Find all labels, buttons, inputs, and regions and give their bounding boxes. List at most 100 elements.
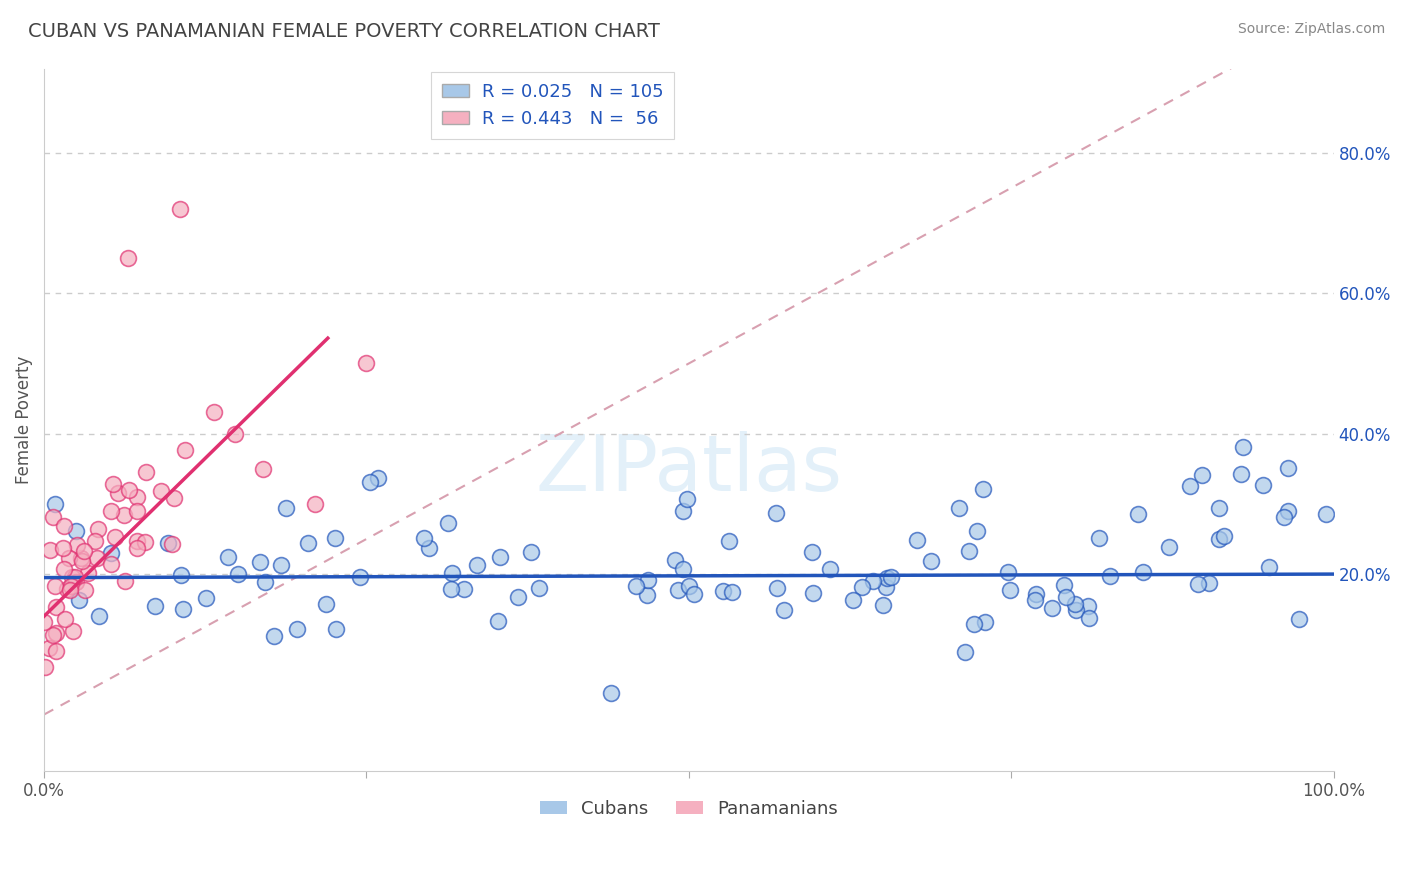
Point [879, 570, 901, 584]
Point [32, 615, 55, 629]
Point [467, 558, 489, 572]
Point [418, 541, 440, 556]
Point [252, 462, 274, 476]
Point [56, 582, 79, 597]
Point [103, 476, 125, 491]
Point [1178, 479, 1201, 493]
Point [1288, 611, 1310, 625]
Point [963, 616, 986, 631]
Point [626, 578, 648, 592]
Point [486, 614, 509, 628]
Point [59, 582, 82, 597]
Point [60, 570, 83, 584]
Point [323, 531, 346, 545]
Point [676, 491, 699, 506]
Point [772, 603, 794, 617]
Point [1230, 467, 1253, 481]
Point [1213, 529, 1236, 543]
Point [44, 579, 66, 593]
Point [315, 598, 337, 612]
Point [851, 581, 873, 595]
Point [100, 546, 122, 560]
Point [356, 356, 378, 370]
Point [998, 583, 1021, 598]
Point [801, 585, 824, 599]
Point [974, 615, 997, 629]
Point [1258, 560, 1281, 574]
Point [53, 612, 76, 626]
Point [118, 483, 141, 497]
Point [77, 566, 100, 581]
Point [1198, 575, 1220, 590]
Point [672, 504, 695, 518]
Point [636, 588, 658, 602]
Point [600, 686, 623, 700]
Point [226, 566, 249, 581]
Point [143, 599, 166, 613]
Point [107, 486, 129, 500]
Point [83, 534, 105, 549]
Point [1277, 504, 1299, 518]
Point [125, 504, 148, 518]
Point [666, 583, 689, 598]
Point [72, 543, 94, 558]
Point [957, 544, 980, 558]
Point [249, 555, 271, 569]
Point [841, 593, 863, 607]
Point [678, 579, 700, 593]
Point [875, 580, 897, 594]
Point [112, 508, 135, 522]
Point [440, 582, 463, 596]
Point [38, 641, 60, 656]
Point [34, 660, 56, 674]
Point [1277, 461, 1299, 475]
Point [195, 591, 218, 605]
Point [637, 573, 659, 587]
Point [65, 574, 87, 589]
Point [997, 565, 1019, 579]
Point [1077, 599, 1099, 613]
Point [125, 491, 148, 505]
Point [672, 562, 695, 576]
Point [1232, 440, 1254, 454]
Point [1208, 532, 1230, 546]
Point [359, 475, 381, 489]
Point [135, 465, 157, 479]
Point [41, 510, 63, 524]
Point [160, 537, 183, 551]
Point [664, 553, 686, 567]
Point [125, 541, 148, 555]
Point [170, 567, 193, 582]
Point [65, 524, 87, 538]
Point [156, 536, 179, 550]
Point [67, 593, 90, 607]
Point [75, 582, 97, 597]
Point [87, 522, 110, 536]
Point [948, 500, 970, 515]
Point [966, 524, 988, 538]
Point [217, 549, 239, 564]
Point [1251, 478, 1274, 492]
Point [506, 590, 529, 604]
Point [70, 554, 93, 568]
Point [441, 566, 464, 580]
Point [297, 536, 319, 550]
Point [125, 534, 148, 549]
Point [1187, 577, 1209, 591]
Point [285, 622, 308, 636]
Point [718, 534, 741, 549]
Point [86, 551, 108, 566]
Point [304, 497, 326, 511]
Point [765, 506, 787, 520]
Point [270, 558, 292, 572]
Y-axis label: Female Poverty: Female Poverty [15, 355, 32, 483]
Point [1024, 592, 1046, 607]
Point [169, 202, 191, 216]
Point [253, 574, 276, 589]
Point [1098, 568, 1121, 582]
Point [367, 471, 389, 485]
Point [1040, 600, 1063, 615]
Point [134, 534, 156, 549]
Point [818, 561, 841, 575]
Point [1024, 587, 1046, 601]
